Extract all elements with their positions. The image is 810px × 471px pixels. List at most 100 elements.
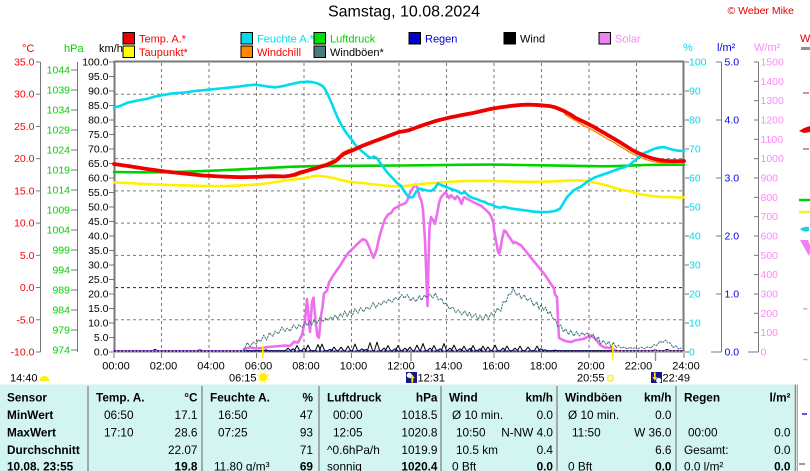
svg-text:93: 93 (300, 426, 314, 440)
svg-text:0.0: 0.0 (725, 347, 740, 359)
svg-text:22:49: 22:49 (663, 373, 691, 385)
svg-text:^0.6hPa/h: ^0.6hPa/h (327, 443, 380, 457)
svg-text:65.0: 65.0 (88, 158, 109, 170)
svg-text:1044: 1044 (47, 65, 71, 77)
svg-text:18:00: 18:00 (530, 361, 558, 373)
svg-text:hPa: hPa (64, 43, 84, 55)
svg-text:0 Bft: 0 Bft (568, 460, 593, 471)
svg-text:994: 994 (52, 265, 70, 277)
svg-text:4.0: 4.0 (725, 115, 740, 127)
svg-text:0.0: 0.0 (94, 347, 109, 359)
svg-text:400: 400 (761, 269, 779, 281)
svg-text:22:00: 22:00 (625, 361, 653, 373)
svg-text:0: 0 (761, 346, 767, 358)
svg-text:°C: °C (184, 391, 198, 405)
svg-text:10.0: 10.0 (14, 218, 35, 230)
svg-text:75.0: 75.0 (88, 129, 109, 141)
svg-text:700: 700 (761, 211, 779, 223)
svg-text:989: 989 (52, 285, 70, 297)
svg-text:25.0: 25.0 (88, 274, 109, 286)
svg-text:0.0: 0.0 (774, 426, 791, 440)
svg-text:Taupunkt*: Taupunkt* (139, 47, 189, 59)
svg-text:80.0: 80.0 (88, 115, 109, 127)
svg-text:Ø 10 min.: Ø 10 min. (568, 408, 619, 422)
svg-text:85.0: 85.0 (88, 100, 109, 112)
svg-text:12:00: 12:00 (387, 361, 415, 373)
svg-text:16:00: 16:00 (482, 361, 510, 373)
svg-text:20: 20 (689, 289, 701, 301)
svg-text:1500: 1500 (761, 57, 785, 69)
svg-text:N-NW 4.0: N-NW 4.0 (501, 426, 553, 440)
svg-text:02:00: 02:00 (150, 361, 178, 373)
svg-text:%: % (303, 391, 314, 405)
svg-text:45.0: 45.0 (88, 216, 109, 228)
svg-text:0.0: 0.0 (655, 460, 672, 471)
svg-text:1020.4: 1020.4 (401, 460, 438, 471)
svg-text:50.0: 50.0 (88, 202, 109, 214)
svg-text:1200: 1200 (761, 114, 785, 126)
svg-text:1029: 1029 (47, 125, 71, 137)
svg-text:17:10: 17:10 (104, 426, 134, 440)
svg-text:100: 100 (689, 57, 707, 69)
svg-text:Regen: Regen (425, 34, 457, 46)
svg-text:Regen: Regen (684, 391, 720, 405)
svg-text:W/m²: W/m² (754, 42, 781, 54)
svg-text:100: 100 (761, 327, 779, 339)
svg-text:0.0: 0.0 (20, 282, 35, 294)
svg-text:0.0: 0.0 (774, 443, 791, 457)
svg-text:-10.0: -10.0 (11, 346, 35, 358)
svg-text:500: 500 (761, 250, 779, 262)
svg-text:2.0: 2.0 (725, 231, 740, 243)
svg-text:Sensor: Sensor (7, 391, 47, 405)
svg-text:l/m²: l/m² (717, 42, 736, 54)
svg-text:15.0: 15.0 (14, 185, 35, 197)
svg-text:1018.5: 1018.5 (401, 408, 438, 422)
svg-text:1019: 1019 (47, 165, 71, 177)
svg-text:11.80 g/m³: 11.80 g/m³ (214, 460, 270, 471)
svg-text:14:00: 14:00 (435, 361, 463, 373)
svg-text:6.6: 6.6 (655, 443, 672, 457)
svg-text:999: 999 (52, 245, 70, 257)
svg-text:Windböen: Windböen (565, 391, 622, 405)
svg-text:W 36.0: W 36.0 (634, 426, 672, 440)
svg-text:47: 47 (300, 408, 313, 422)
svg-text:Solar: Solar (615, 34, 641, 46)
svg-text:hPa: hPa (416, 391, 438, 405)
svg-text:80: 80 (689, 115, 701, 127)
svg-text:20.0: 20.0 (88, 289, 109, 301)
svg-text:0.4: 0.4 (537, 443, 554, 457)
svg-text:Luftdruck: Luftdruck (330, 34, 376, 46)
svg-text:300: 300 (761, 288, 779, 300)
svg-text:35.0: 35.0 (88, 245, 109, 257)
svg-text:00:00: 00:00 (102, 361, 130, 373)
svg-text:sonnig: sonnig (327, 460, 362, 471)
svg-text:984: 984 (52, 305, 70, 317)
svg-text:12:05: 12:05 (333, 426, 363, 440)
svg-text:06:15: 06:15 (229, 373, 257, 385)
svg-text:© Weber Mike: © Weber Mike (728, 5, 795, 17)
svg-text:Wind: Wind (449, 391, 478, 405)
svg-text:800: 800 (761, 192, 779, 204)
svg-text:1.0: 1.0 (725, 289, 740, 301)
svg-text:km/h: km/h (644, 391, 672, 405)
svg-text:974: 974 (52, 345, 70, 357)
svg-text:1300: 1300 (761, 95, 785, 107)
svg-text:Temp. A.: Temp. A. (96, 391, 145, 405)
svg-text:55.0: 55.0 (88, 187, 109, 199)
svg-text:1100: 1100 (761, 134, 784, 146)
svg-text:5.0: 5.0 (94, 332, 109, 344)
svg-text:24:00: 24:00 (672, 361, 700, 373)
svg-text:900: 900 (761, 172, 779, 184)
svg-text:30.0: 30.0 (88, 260, 109, 272)
svg-text:5.0: 5.0 (725, 57, 740, 69)
svg-text:979: 979 (52, 325, 70, 337)
svg-text:Feuchte A.*: Feuchte A.* (257, 34, 315, 46)
svg-text:1020.8: 1020.8 (401, 426, 438, 440)
svg-text:km/h: km/h (525, 391, 553, 405)
svg-text:69: 69 (300, 460, 314, 471)
svg-text:1034: 1034 (47, 105, 71, 117)
svg-text:07:25: 07:25 (218, 426, 248, 440)
svg-text:Samstag, 10.08.2024: Samstag, 10.08.2024 (328, 4, 480, 21)
svg-text:100.0: 100.0 (82, 57, 108, 69)
svg-text:95.0: 95.0 (88, 71, 109, 83)
